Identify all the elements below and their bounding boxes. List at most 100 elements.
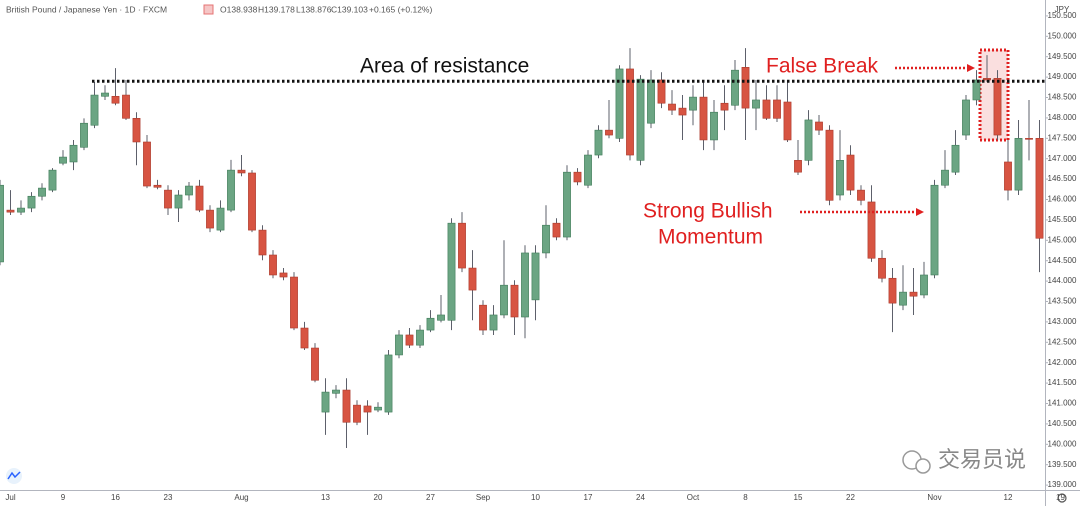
candle-body — [920, 274, 928, 296]
candle-body — [1035, 138, 1044, 239]
wechat-icon — [902, 450, 931, 474]
x-tick-label: 12 — [1004, 493, 1013, 502]
watermark: 交易员说 — [938, 447, 1026, 472]
candle-body — [563, 171, 571, 238]
candle-body — [510, 284, 519, 318]
y-tick-label: 139.500 — [1048, 460, 1077, 469]
candle-body — [426, 317, 435, 331]
momentum-label: Strong Bullish — [643, 200, 773, 223]
candle-body — [468, 267, 477, 291]
candle-body — [752, 99, 760, 109]
status-icon — [203, 4, 214, 15]
candle-body — [248, 172, 256, 231]
candle-body — [195, 185, 204, 211]
candle-body — [531, 252, 540, 301]
candle-body — [479, 304, 487, 331]
candle-body — [836, 160, 844, 196]
y-tick-label: 145.000 — [1048, 235, 1077, 244]
candle-body — [962, 99, 970, 136]
ohlc-high: H139.178 — [258, 4, 295, 14]
candle-body — [59, 156, 67, 164]
ohlc-low: L138.876 — [296, 4, 332, 14]
candle-body — [783, 101, 792, 141]
candle-body — [626, 68, 634, 156]
candle-body — [405, 334, 414, 346]
candle-body — [689, 96, 697, 111]
candle-body — [132, 118, 141, 143]
candle-body — [636, 78, 645, 161]
candle-body — [720, 102, 729, 111]
y-tick-label: 145.500 — [1048, 215, 1077, 224]
tv-logo — [6, 468, 22, 484]
candle-body — [80, 122, 88, 148]
candle-body — [794, 160, 802, 173]
y-tick-label: 142.500 — [1048, 337, 1077, 346]
candle-body — [27, 195, 36, 209]
candle-body — [164, 189, 172, 209]
candle-body — [332, 389, 340, 394]
candle-body — [395, 334, 403, 356]
y-tick-label: 140.500 — [1048, 419, 1077, 428]
y-tick-label: 141.500 — [1048, 378, 1077, 387]
candle-body — [384, 354, 393, 413]
candle-body — [185, 185, 193, 196]
candle-body — [542, 224, 550, 254]
candle-body — [909, 291, 918, 297]
y-tick-label: 149.500 — [1048, 52, 1077, 61]
candle-body — [90, 94, 99, 126]
candle-body — [678, 107, 687, 116]
candle-body — [500, 284, 508, 316]
candle-body — [6, 209, 15, 213]
candle-body — [1025, 138, 1033, 140]
candle-body — [993, 78, 1002, 136]
candle-body — [762, 99, 771, 119]
candle-body — [48, 169, 57, 191]
x-tick-label: Jul — [5, 493, 15, 502]
symbol: British Pound / Japanese Yen · 1D · FXCM — [6, 4, 167, 14]
y-tick-label: 149.000 — [1048, 72, 1077, 81]
candle-body — [615, 68, 624, 139]
candle-body — [867, 201, 876, 259]
candle-body — [101, 92, 109, 97]
candle-body — [353, 404, 361, 423]
candle-body — [878, 257, 886, 279]
candle-body — [951, 144, 960, 173]
candle-body — [731, 69, 739, 106]
candle-body — [815, 121, 823, 131]
candle-body — [237, 169, 246, 174]
candle-body — [206, 209, 214, 229]
candle-body — [930, 184, 939, 276]
candle-body — [489, 314, 498, 331]
y-tick-label: 141.000 — [1048, 399, 1077, 408]
y-tick-label: 147.000 — [1048, 154, 1077, 163]
candle-body — [657, 79, 666, 104]
candle-body — [363, 405, 372, 413]
x-tick-label: 22 — [846, 493, 855, 502]
ohlc-open: O138.938 — [220, 4, 258, 14]
x-tick-label: Sep — [476, 493, 491, 502]
candle-body — [647, 79, 655, 124]
candle-body — [458, 222, 466, 269]
y-tick-label: 142.000 — [1048, 358, 1077, 367]
x-tick-label: 13 — [321, 493, 330, 502]
y-tick-label: 148.500 — [1048, 93, 1077, 102]
candle-body — [227, 169, 235, 211]
y-tick-label: 139.000 — [1048, 480, 1077, 489]
candle-body — [279, 272, 288, 278]
y-tick-label: 150.500 — [1048, 11, 1077, 20]
currency-label: JPY — [1055, 5, 1070, 14]
x-tick-label: Oct — [687, 493, 700, 502]
ohlc-close: C139.103 — [331, 4, 368, 14]
candle-body — [374, 406, 382, 411]
candle-body — [846, 154, 855, 191]
candle-body — [216, 207, 225, 231]
arrow-head — [916, 208, 924, 216]
candle-body — [342, 389, 351, 423]
settings-icon[interactable] — [1057, 493, 1067, 503]
x-tick-label: 15 — [794, 493, 803, 502]
resistance-label: Area of resistance — [360, 55, 529, 78]
x-tick-label: 16 — [111, 493, 120, 502]
candle-body — [552, 222, 561, 238]
